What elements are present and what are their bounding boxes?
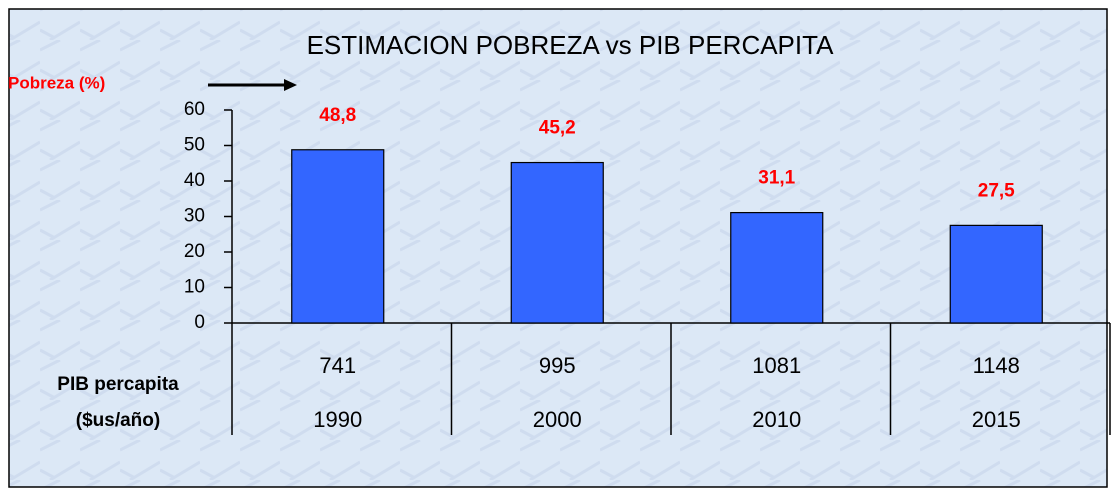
bar	[949, 224, 1043, 324]
data-label: 45,2	[539, 118, 576, 139]
arrow-head	[284, 79, 297, 91]
pib-label: 1081	[752, 353, 801, 378]
x-tick-label: 2010	[752, 407, 801, 432]
data-label: 48,8	[319, 105, 356, 126]
y-axis-label: Pobreza (%)	[8, 73, 105, 92]
y-tick-label: 60	[184, 99, 205, 120]
chart-title: ESTIMACION POBREZA vs PIB PERCAPITA	[307, 30, 835, 60]
pib-label: 1148	[973, 353, 1020, 378]
pib-label: 995	[539, 353, 576, 378]
y-tick-label: 30	[184, 206, 205, 227]
y-tick-label: 20	[184, 241, 205, 262]
y-tick-label: 40	[184, 170, 205, 191]
pib-label: 741	[319, 353, 356, 378]
data-label: 27,5	[978, 180, 1015, 201]
y-tick-label: 0	[194, 312, 205, 333]
x-tick-label: 2015	[972, 407, 1021, 432]
data-label: 31,1	[758, 168, 795, 189]
x-axis-label: ($us/año)	[76, 410, 160, 431]
y-tick-label: 50	[184, 135, 205, 156]
bar	[730, 211, 824, 324]
x-axis-label: PIB percapita	[57, 374, 179, 395]
y-tick-label: 10	[184, 277, 205, 298]
x-tick-label: 2000	[533, 407, 582, 432]
x-tick-label: 1990	[313, 407, 362, 432]
bar	[510, 161, 604, 324]
bar	[291, 149, 385, 324]
